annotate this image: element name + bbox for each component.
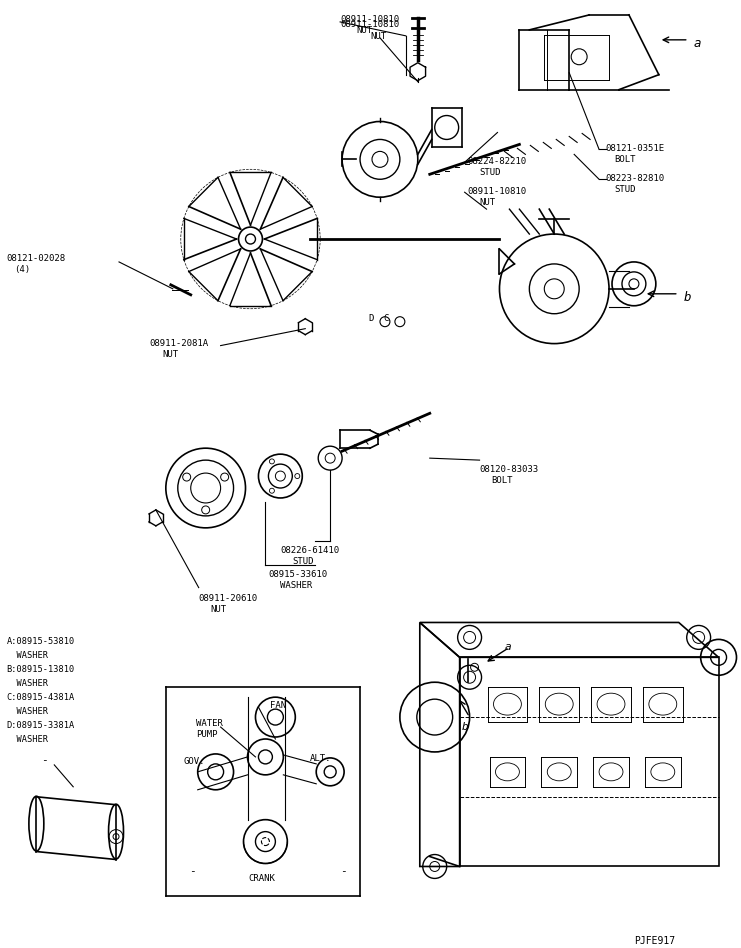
Text: BOLT: BOLT — [491, 476, 513, 485]
Text: -: - — [340, 866, 347, 877]
Text: ALT.: ALT. — [310, 754, 332, 763]
Text: 08911-2081A: 08911-2081A — [149, 338, 208, 348]
Text: 08224-82210: 08224-82210 — [468, 157, 527, 166]
Text: GOV.: GOV. — [184, 757, 205, 766]
Text: 08911-10810: 08911-10810 — [340, 20, 399, 29]
Text: NUT: NUT — [163, 350, 179, 358]
Text: A:08915-53810: A:08915-53810 — [7, 637, 75, 647]
Text: (4): (4) — [14, 264, 30, 274]
Text: a: a — [694, 37, 701, 50]
Text: NUT: NUT — [210, 605, 227, 613]
Text: b: b — [684, 291, 691, 303]
Text: STUD: STUD — [479, 169, 501, 177]
Text: D:08915-3381A: D:08915-3381A — [7, 721, 75, 730]
Text: NUT: NUT — [479, 198, 496, 208]
Text: b: b — [462, 722, 468, 732]
Text: 08223-82810: 08223-82810 — [605, 174, 664, 183]
Text: 08120-83033: 08120-83033 — [479, 465, 539, 474]
Text: 08121-02028: 08121-02028 — [7, 254, 66, 263]
Text: 08911-20610: 08911-20610 — [199, 593, 258, 603]
Text: PUMP: PUMP — [196, 730, 217, 739]
Text: STUD: STUD — [292, 556, 314, 566]
Text: WASHER: WASHER — [7, 679, 48, 688]
Text: D: D — [368, 314, 373, 322]
Text: WASHER: WASHER — [7, 651, 48, 661]
Text: C:08915-4381A: C:08915-4381A — [7, 693, 75, 702]
Text: WASHER: WASHER — [7, 707, 48, 716]
Text: PJFE917: PJFE917 — [634, 937, 675, 946]
Text: -: - — [189, 866, 196, 877]
Text: 08911-10810: 08911-10810 — [468, 188, 527, 196]
Text: WATER: WATER — [196, 720, 222, 728]
Text: C: C — [383, 314, 388, 322]
Text: WASHER: WASHER — [7, 735, 48, 744]
Text: -: - — [41, 755, 48, 765]
Text: B:08915-13810: B:08915-13810 — [7, 665, 75, 674]
Text: CRANK: CRANK — [248, 874, 276, 884]
Text: a: a — [505, 643, 511, 652]
Text: 08226-61410: 08226-61410 — [280, 546, 339, 555]
Text: BOLT: BOLT — [614, 155, 636, 164]
Text: 08121-0351E: 08121-0351E — [605, 144, 664, 154]
Text: WASHER: WASHER — [280, 580, 313, 590]
Text: STUD: STUD — [614, 185, 636, 194]
Text: 08915-33610: 08915-33610 — [268, 570, 328, 578]
Text: 08911-10810: 08911-10810 — [340, 15, 399, 24]
Text: FAN: FAN — [270, 702, 287, 710]
Text: NUT: NUT — [370, 32, 386, 41]
Text: NUT: NUT — [356, 26, 372, 35]
